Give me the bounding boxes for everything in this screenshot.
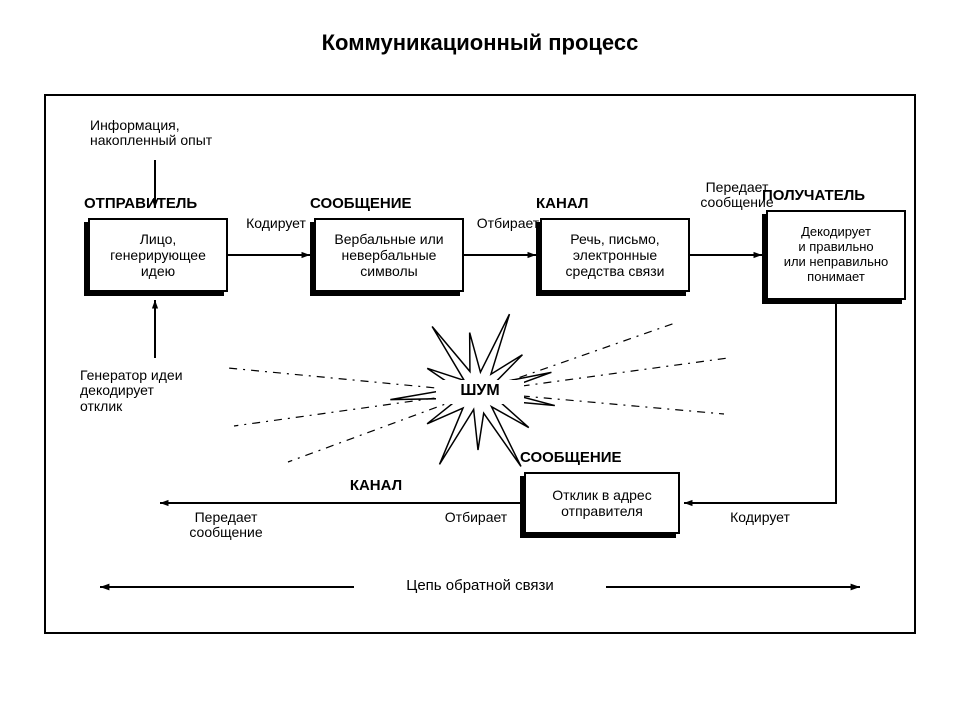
node-header-message2: СООБЩЕНИЕ — [520, 450, 684, 467]
node-header-sender: ОТПРАВИТЕЛЬ — [84, 196, 232, 213]
node-body-channel: Речь, письмо,электронныесредства связи — [540, 218, 690, 292]
label-transmit1: Передаетсообщение — [692, 180, 782, 211]
node-body-sender: Лицо,генерирующееидею — [88, 218, 228, 292]
label-encode2: Кодирует — [720, 510, 800, 525]
node-body-message2: Отклик в адресотправителя — [524, 472, 680, 534]
node-header-message1: СООБЩЕНИЕ — [310, 196, 468, 213]
diagram-frame — [44, 94, 916, 634]
label-feedback: Цепь обратной связи — [360, 578, 600, 595]
node-body-receiver: Декодируети правильноили неправильнопони… — [766, 210, 906, 300]
node-message1: Вербальные илиневербальныесимволы — [314, 218, 464, 292]
label-generator: Генератор идеидекодируетотклик — [80, 368, 230, 414]
node-sender: Лицо,генерирующееидею — [88, 218, 228, 292]
node-body-message1: Вербальные илиневербальныесимволы — [314, 218, 464, 292]
label-noise: ШУМ — [440, 382, 520, 400]
label-transmit2: Передаетсообщение — [176, 510, 276, 541]
node-message2: Отклик в адресотправителя — [524, 472, 680, 534]
label-channel2: КАНАЛ — [336, 478, 416, 495]
label-selects2: Отбирает — [436, 510, 516, 525]
node-channel: Речь, письмо,электронныесредства связи — [540, 218, 690, 292]
node-header-channel: КАНАЛ — [536, 196, 694, 213]
node-header-receiver: ПОЛУЧАТЕЛЬ — [762, 188, 910, 205]
label-selects1: Отбирает — [468, 216, 548, 231]
label-info: Информация,накопленный опыт — [90, 118, 260, 149]
label-encode1: Кодирует — [236, 216, 316, 231]
page-title: Коммуникационный процесс — [0, 30, 960, 56]
node-receiver: Декодируети правильноили неправильнопони… — [766, 210, 906, 300]
